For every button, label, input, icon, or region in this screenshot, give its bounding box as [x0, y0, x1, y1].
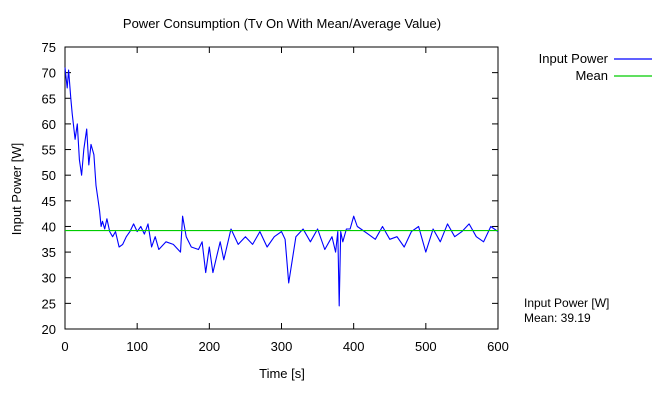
y-tick-label: 75 [42, 40, 56, 55]
x-axis-label: Time [s] [259, 366, 305, 381]
data-series [64, 67, 499, 307]
chart-title: Power Consumption (Tv On With Mean/Avera… [123, 16, 441, 31]
x-tick-label: 400 [343, 339, 365, 354]
legend-label-mean: Mean [575, 68, 608, 83]
tick-marks: 0 100 200 300 400 500 600 20 25 30 35 40 45 50 55 60 65 7… [42, 40, 509, 354]
x-tick-label: 300 [271, 339, 293, 354]
plot-frame [64, 46, 499, 330]
y-tick-label: 45 [42, 194, 56, 209]
y-tick-label: 70 [42, 66, 56, 81]
stats-annotation-title: Input Power [W] [524, 296, 610, 310]
legend-label-input-power: Input Power [539, 51, 609, 66]
axes [64, 46, 499, 330]
y-tick-label: 40 [42, 219, 56, 234]
y-tick-label: 55 [42, 143, 56, 158]
x-tick-label: 600 [487, 339, 509, 354]
y-tick-label: 35 [42, 245, 56, 260]
x-tick-label: 500 [415, 339, 437, 354]
y-tick-label: 50 [42, 168, 56, 183]
series-line-input-power [64, 67, 499, 307]
stats-annotation: Input Power [W] Mean: 39.19 [524, 296, 609, 326]
y-axis-label: Input Power [W] [9, 143, 24, 235]
stats-annotation-mean: Mean: 39.19 [524, 311, 591, 325]
legend: Input Power Mean [539, 51, 652, 83]
y-tick-label: 60 [42, 117, 56, 132]
y-tick-label: 25 [42, 296, 56, 311]
y-tick-label: 30 [42, 271, 56, 286]
x-tick-label: 100 [126, 339, 148, 354]
y-tick-label: 20 [42, 322, 56, 337]
x-tick-label: 0 [61, 339, 68, 354]
y-tick-label: 65 [42, 91, 56, 106]
x-tick-label: 200 [198, 339, 220, 354]
